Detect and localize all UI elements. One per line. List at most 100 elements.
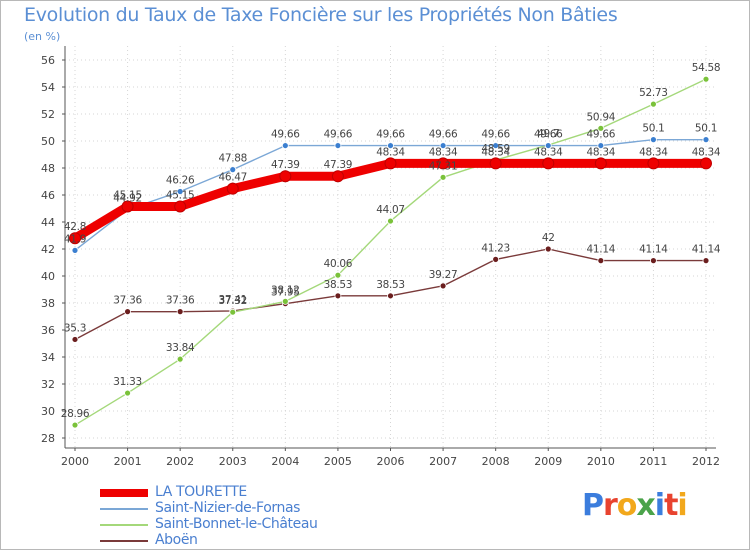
- legend-item-saint-nizier: Saint-Nizier-de-Fornas: [100, 500, 420, 517]
- x-tick-label: 2012: [692, 455, 720, 468]
- data-label-saint-nizier: 49.66: [587, 129, 616, 141]
- proxiti-logo: Proxiti: [582, 488, 688, 523]
- data-point-saint-bonnet: [176, 355, 184, 363]
- data-point-saint-bonnet: [387, 217, 394, 225]
- data-label-saint-bonnet: 47.31: [429, 160, 458, 172]
- data-point-saint-nizier: [229, 166, 237, 174]
- data-point-saint-nizier: [650, 136, 657, 144]
- data-label-aboen: 37.41: [218, 294, 247, 306]
- data-point-la-tourette: [384, 157, 397, 170]
- x-tick-label: 2011: [639, 455, 667, 468]
- data-point-aboen: [702, 257, 710, 265]
- logo-letter: i: [677, 488, 687, 523]
- y-tick-label: 28: [41, 432, 55, 445]
- y-tick-label: 48: [41, 162, 55, 175]
- x-tick-label: 2007: [429, 455, 457, 468]
- data-point-saint-bonnet: [334, 271, 342, 279]
- data-label-saint-nizier: 49.66: [534, 129, 563, 141]
- y-tick-label: 50: [41, 135, 55, 148]
- data-point-la-tourette: [121, 200, 134, 213]
- data-point-saint-bonnet: [439, 173, 447, 181]
- y-tick-label: 36: [41, 324, 55, 337]
- data-label-saint-bonnet: 40.06: [324, 258, 353, 270]
- data-point-la-tourette: [69, 232, 81, 245]
- data-label-saint-bonnet: 44.07: [376, 204, 405, 216]
- x-tick-label: 2004: [271, 455, 299, 468]
- y-tick-label: 54: [41, 81, 55, 94]
- logo-letter: P: [582, 488, 604, 523]
- data-label-aboen: 37.36: [166, 295, 195, 307]
- data-point-saint-bonnet: [281, 297, 289, 305]
- data-label-la-tourette: 48.34: [692, 146, 721, 158]
- logo-letter: i: [654, 488, 665, 523]
- data-point-la-tourette: [331, 170, 344, 183]
- data-label-la-tourette: 47.39: [324, 159, 353, 171]
- data-point-saint-nizier: [492, 142, 500, 149]
- data-point-la-tourette: [174, 200, 187, 213]
- data-point-saint-nizier: [597, 142, 605, 149]
- data-label-saint-bonnet: 31.33: [113, 376, 142, 388]
- data-point-aboen: [492, 255, 500, 263]
- data-label-saint-bonnet: 38.12: [271, 284, 300, 296]
- data-point-aboen: [544, 245, 552, 253]
- data-label-la-tourette: 48.34: [429, 146, 458, 158]
- data-label-saint-nizier: 49.66: [376, 129, 405, 141]
- x-tick-label: 2003: [219, 455, 247, 468]
- data-label-saint-bonnet: 49.7: [537, 128, 559, 140]
- data-label-la-tourette: 42.8: [64, 221, 86, 233]
- data-label-saint-nizier: 46.26: [166, 174, 195, 186]
- data-label-aboen: 38.53: [324, 279, 353, 291]
- logo-letter: x: [636, 488, 655, 523]
- data-label-aboen: 37.36: [113, 295, 142, 307]
- data-label-aboen: 35.3: [64, 322, 86, 334]
- data-label-saint-nizier: 44.92: [113, 193, 142, 205]
- data-point-saint-bonnet: [702, 75, 710, 83]
- data-point-aboen: [439, 282, 447, 290]
- data-label-la-tourette: 45.15: [113, 189, 142, 201]
- data-point-la-tourette: [542, 157, 555, 170]
- x-tick-label: 2010: [587, 455, 615, 468]
- data-point-saint-bonnet: [71, 421, 79, 429]
- data-label-saint-bonnet: 28.96: [61, 408, 90, 420]
- data-label-aboen: 37.95: [271, 287, 300, 299]
- data-label-aboen: 41.14: [639, 244, 668, 256]
- logo-letter: r: [603, 488, 618, 523]
- legend-label-aboen: Aboën: [155, 532, 198, 548]
- data-label-aboen: 41.14: [587, 244, 616, 256]
- x-tick-label: 2006: [377, 455, 405, 468]
- legend-label-la-tourette: LA TOURETTE: [155, 484, 247, 500]
- data-label-la-tourette: 48.34: [639, 146, 668, 158]
- y-tick-label: 56: [41, 54, 55, 67]
- x-tick-label: 2005: [324, 455, 352, 468]
- data-label-saint-bonnet: 52.73: [639, 87, 668, 99]
- data-point-la-tourette: [700, 157, 712, 170]
- data-point-saint-nizier: [176, 188, 184, 195]
- data-point-aboen: [124, 308, 131, 316]
- data-label-saint-nizier: 49.66: [481, 129, 510, 141]
- data-label-aboen: 41.23: [481, 242, 510, 254]
- legend-swatch-aboen: [100, 540, 148, 542]
- x-tick-label: 2009: [534, 455, 562, 468]
- x-tick-label: 2001: [114, 455, 142, 468]
- data-point-la-tourette: [279, 170, 292, 183]
- x-tick-label: 2002: [166, 455, 194, 468]
- chart-legend: LA TOURETTE Saint-Nizier-de-Fornas Saint…: [100, 484, 420, 549]
- data-label-saint-bonnet: 54.58: [692, 62, 721, 74]
- logo-letter: t: [664, 488, 678, 523]
- x-tick-label: 2008: [482, 455, 510, 468]
- data-point-saint-bonnet: [124, 389, 131, 397]
- legend-item-la-tourette: LA TOURETTE: [100, 484, 420, 501]
- data-label-saint-nizier: 49.66: [429, 129, 458, 141]
- data-point-la-tourette: [594, 157, 607, 170]
- y-tick-label: 34: [41, 351, 55, 364]
- data-point-saint-nizier: [334, 142, 342, 149]
- data-label-aboen: 42: [542, 232, 555, 244]
- data-point-la-tourette: [437, 157, 450, 170]
- data-label-saint-nizier: 49.66: [271, 129, 300, 141]
- data-point-saint-nizier: [387, 142, 394, 149]
- y-tick-label: 40: [41, 270, 55, 283]
- chart-unit-label: (en %): [24, 30, 61, 43]
- data-point-saint-bonnet: [650, 100, 657, 108]
- data-point-aboen: [334, 292, 342, 300]
